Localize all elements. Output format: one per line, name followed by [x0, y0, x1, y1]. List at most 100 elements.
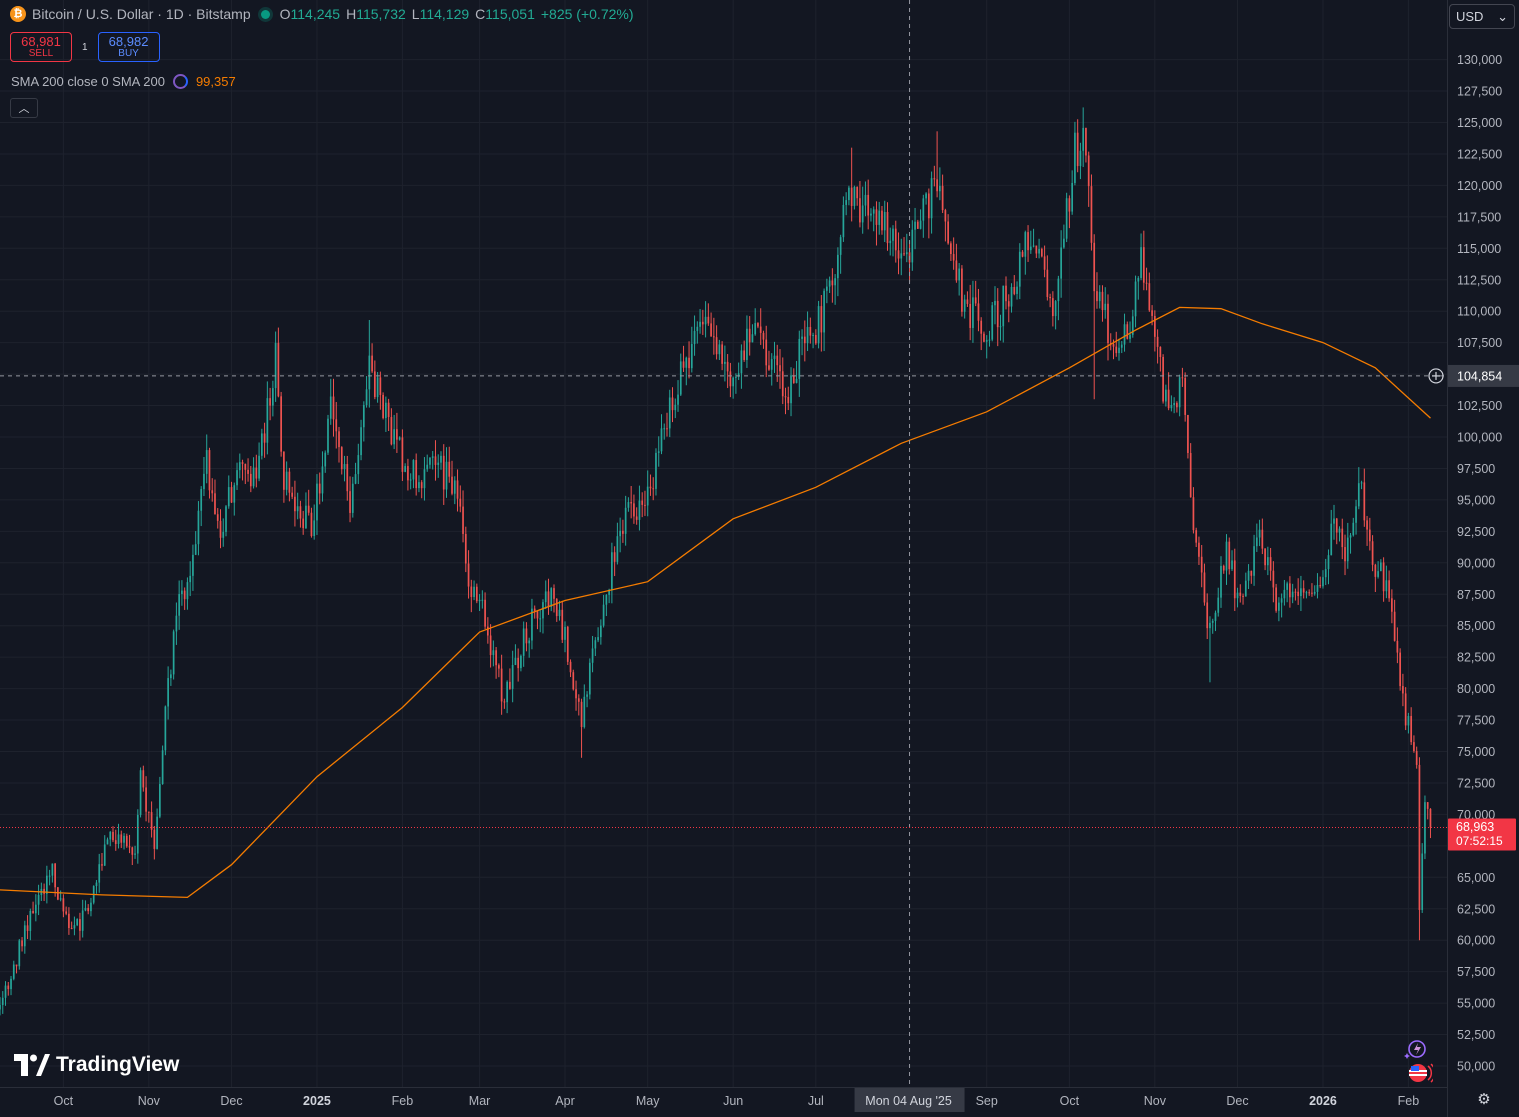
candle-body [690, 344, 693, 369]
candle-body [351, 483, 354, 513]
candle-body [1007, 301, 1010, 307]
candle [751, 324, 754, 343]
candle [779, 349, 781, 389]
candle-body [903, 253, 905, 255]
candle [423, 457, 426, 501]
candle-body [266, 398, 269, 443]
candle-body [550, 588, 553, 607]
candle-body [823, 290, 825, 333]
candle [214, 479, 216, 515]
candle-body [746, 328, 748, 360]
candle-body [1018, 251, 1021, 287]
symbol-title[interactable]: Bitcoin / U.S. Dollar · 1D · Bitstamp [32, 6, 251, 22]
candle-body [340, 447, 343, 470]
candle [1131, 309, 1134, 338]
candle-body [29, 911, 32, 931]
candle-body [1035, 245, 1038, 254]
candle [197, 501, 200, 556]
candle [46, 865, 48, 904]
candle [1244, 572, 1247, 597]
candle [721, 341, 723, 371]
candle [633, 494, 635, 524]
candle-body [313, 520, 316, 537]
candle-body [1352, 522, 1355, 536]
add-alert-icon[interactable] [1428, 368, 1444, 384]
candle [225, 504, 227, 537]
candle [1153, 310, 1156, 352]
candle [354, 462, 357, 485]
buy-button[interactable]: 68,982 BUY [97, 32, 160, 62]
candle-body [1068, 198, 1071, 212]
us-flag-icon[interactable] [1407, 1062, 1436, 1084]
candle [826, 278, 828, 304]
candle-body [1040, 248, 1043, 257]
candle-body [542, 602, 544, 619]
tradingview-logo[interactable]: TradingView [14, 1053, 179, 1077]
price-tick-label: 117,500 [1457, 210, 1501, 224]
candle [376, 371, 379, 403]
candle-body [520, 655, 522, 669]
candle-body [1060, 247, 1062, 279]
candle [1074, 121, 1076, 186]
market-status-icon[interactable] [260, 9, 270, 19]
candle [1082, 107, 1085, 168]
open-label: O [279, 6, 291, 22]
candle [1305, 590, 1308, 599]
candle-body [230, 487, 233, 503]
sell-button[interactable]: 68,981 SELL [10, 32, 72, 62]
candle [233, 482, 236, 516]
candle [340, 446, 343, 475]
settings-gear-icon[interactable]: ⚙ [1477, 1091, 1491, 1108]
candle-body [431, 456, 434, 458]
price-tick-label: 85,000 [1457, 619, 1495, 633]
indicator-label[interactable]: SMA 200 close 0 SMA 200 [11, 74, 165, 89]
candle-body [387, 402, 390, 418]
candle [492, 640, 495, 667]
last-price-box [1448, 818, 1516, 851]
candle [390, 408, 393, 446]
crosshair-date-box [854, 1088, 965, 1112]
candle-body [547, 591, 550, 607]
candle-body [1374, 564, 1377, 577]
candle-body [170, 674, 172, 679]
candle-body [1421, 853, 1424, 910]
candle [1280, 593, 1283, 618]
time-tick-label: Dec [220, 1094, 242, 1108]
candle [379, 371, 382, 410]
candle [1178, 374, 1181, 417]
candle [1176, 401, 1178, 413]
collapse-legend-button[interactable]: ︿ [10, 98, 38, 118]
candle [657, 436, 660, 467]
candle-body [1418, 764, 1421, 910]
bitcoin-icon: ₿ [10, 6, 26, 22]
candle-body [219, 520, 222, 538]
candle-body [156, 816, 158, 849]
currency-select[interactable]: USD ⌄ [1449, 4, 1515, 29]
candle [167, 666, 169, 720]
candle [57, 886, 59, 901]
candle-body [1156, 336, 1159, 347]
ai-assistant-icon[interactable] [1404, 1038, 1428, 1060]
candle-body [1145, 282, 1148, 284]
candle [1173, 397, 1175, 414]
candle [795, 360, 798, 384]
candle [936, 131, 938, 198]
candle [547, 578, 550, 615]
candle-body [1313, 591, 1316, 594]
candle-body [401, 437, 404, 472]
candle-body [1360, 482, 1363, 484]
candle-body [1222, 565, 1225, 571]
candle-body [1324, 569, 1327, 578]
indicator-legend[interactable]: SMA 200 close 0 SMA 200 99,357 [11, 74, 236, 89]
candle [1098, 285, 1101, 309]
candle-body [376, 377, 379, 398]
price-tick-label: 112,500 [1457, 273, 1501, 287]
candle [1021, 250, 1024, 258]
candle [1415, 746, 1418, 769]
close-value: 115,051 [485, 6, 535, 22]
candle-body [227, 487, 230, 507]
candle-body [18, 940, 21, 967]
candle [382, 392, 384, 420]
candle-body [611, 552, 613, 590]
